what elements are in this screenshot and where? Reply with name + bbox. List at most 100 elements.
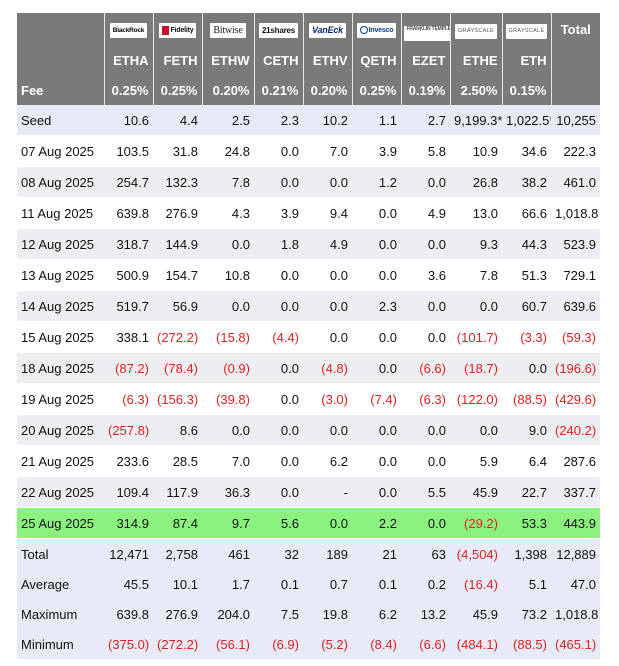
flow-cell: (6.3) <box>104 383 153 415</box>
total-cell: 523.9 <box>551 228 600 260</box>
flow-cell: 60.7 <box>502 290 551 322</box>
table-row: 15 Aug 2025 338.1 (272.2) (15.8) (4.4) 0.0 0.0… <box>17 321 600 353</box>
flow-cell: (78.4) <box>153 352 202 384</box>
flow-cell: 2.7 <box>401 105 450 136</box>
fee-cell: 0.20% <box>303 75 353 105</box>
flow-cell: 0.0 <box>352 476 401 508</box>
issuer-logo-vaneck: VanEck <box>303 13 353 45</box>
flow-cell: 0.0 <box>352 321 401 353</box>
flow-cell: (6.6) <box>401 629 450 659</box>
issuer-logo-grayscale-ethe: GRAYSCALE <box>450 13 503 45</box>
flow-cell: (8.4) <box>352 629 401 659</box>
flow-cell: 154.7 <box>153 259 202 291</box>
flow-cell: 5.5 <box>401 476 450 508</box>
ticker-cell: FETH <box>153 45 203 75</box>
flow-cell: 1.7 <box>202 569 254 599</box>
flow-cell: 32 <box>254 538 303 569</box>
flow-cell: 5.6 <box>254 507 303 539</box>
flow-cell: 3.9 <box>352 135 401 167</box>
flow-cell: (56.1) <box>202 629 254 659</box>
flow-cell: (18.7) <box>450 352 502 384</box>
franklin-templeton-logo: FRANKLIN TEMPLETON <box>403 25 449 41</box>
flow-cell: 314.9 <box>104 507 153 539</box>
fee-row: Fee 0.25% 0.25% 0.20% 0.21% 0.20% 0.25% … <box>17 75 600 105</box>
flow-cell: 22.7 <box>502 476 551 508</box>
flow-cell: 132.3 <box>153 166 202 198</box>
flow-cell: 338.1 <box>104 321 153 353</box>
flow-cell: 6.2 <box>303 445 352 477</box>
flow-cell: 19.8 <box>303 599 352 629</box>
total-cell: (429.6) <box>551 383 600 415</box>
fee-cell: 0.25% <box>153 75 203 105</box>
row-label: 20 Aug 2025 <box>17 414 104 446</box>
flow-cell: 9.4 <box>303 197 352 229</box>
flow-cell: 10.9 <box>450 135 502 167</box>
flow-cell: (101.7) <box>450 321 502 353</box>
flow-cell: 0.0 <box>254 445 303 477</box>
flow-cell: 0.0 <box>303 321 352 353</box>
flow-cell: (375.0) <box>104 629 153 659</box>
flow-cell: (4.4) <box>254 321 303 353</box>
summary-row: Minimum (375.0) (272.2) (56.1) (6.9) (5.2) (8.… <box>17 629 600 659</box>
logo-header-row: BlackRock Fidelity Bitwise 21shares VanE… <box>17 13 600 45</box>
flow-cell: 4.3 <box>202 197 254 229</box>
ticker-cell: ETHW <box>202 45 255 75</box>
flow-cell: 0.0 <box>401 445 450 477</box>
ticker-cell: EZET <box>401 45 451 75</box>
flow-cell: 0.0 <box>401 290 450 322</box>
flow-cell: 0.1 <box>254 569 303 599</box>
flow-cell: 5.1 <box>502 569 551 599</box>
flow-cell: 0.0 <box>502 352 551 384</box>
flow-cell: 0.0 <box>202 290 254 322</box>
issuer-logo-invesco: Invesco <box>352 13 402 45</box>
flow-cell: 1,022.5* <box>502 105 551 136</box>
row-label: 11 Aug 2025 <box>17 197 104 229</box>
flow-cell: 1.8 <box>254 228 303 260</box>
total-cell: 337.7 <box>551 476 600 508</box>
row-label: 18 Aug 2025 <box>17 352 104 384</box>
bitwise-logo: Bitwise <box>210 22 246 38</box>
flow-cell: (6.9) <box>254 629 303 659</box>
total-cell: 47.0 <box>551 569 600 599</box>
summary-row: Average 45.5 10.1 1.7 0.1 0.7 0.1 0.2 (16.4) 5.1 4… <box>17 569 600 599</box>
flow-cell: 7.8 <box>450 259 502 291</box>
flow-cell: 0.0 <box>254 135 303 167</box>
flow-cell: (6.3) <box>401 383 450 415</box>
total-header-label: Total <box>560 21 591 37</box>
21shares-logo: 21shares <box>258 22 299 38</box>
flow-cell: 0.0 <box>401 166 450 198</box>
fee-label: Fee <box>17 75 105 105</box>
flow-cell: 9.7 <box>202 507 254 539</box>
flow-cell: 31.8 <box>153 135 202 167</box>
flow-cell: 0.1 <box>352 569 401 599</box>
grayscale-logo: GRAYSCALE <box>455 23 497 39</box>
flow-cell: 2,758 <box>153 538 202 569</box>
flow-cell: 0.0 <box>401 321 450 353</box>
flow-cell: (4,504) <box>450 538 502 569</box>
flow-cell: (272.2) <box>153 321 202 353</box>
table-row: 25 Aug 2025 314.9 87.4 9.7 5.6 0.0 2.2 0.0 (29.2… <box>17 507 600 539</box>
flow-cell: 0.0 <box>254 290 303 322</box>
table-row: 13 Aug 2025 500.9 154.7 10.8 0.0 0.0 0.0 3.6 7.8… <box>17 259 600 291</box>
flow-cell: 10.8 <box>202 259 254 291</box>
flow-cell: 117.9 <box>153 476 202 508</box>
flow-cell: (88.5) <box>502 383 551 415</box>
flow-cell: 500.9 <box>104 259 153 291</box>
flow-cell: 12,471 <box>104 538 153 569</box>
table-row: 11 Aug 2025 639.8 276.9 4.3 3.9 9.4 0.0 4.9 13.0… <box>17 197 600 229</box>
flow-cell: (3.0) <box>303 383 352 415</box>
summary-row: Maximum 639.8 276.9 204.0 7.5 19.8 6.2 13.2 45.9… <box>17 599 600 629</box>
fee-cell: 0.25% <box>352 75 402 105</box>
ticker-cell: ETH <box>502 45 552 75</box>
flow-cell: 3.6 <box>401 259 450 291</box>
total-cell: 729.1 <box>551 259 600 291</box>
flow-cell: (0.9) <box>202 352 254 384</box>
flow-cell: 318.7 <box>104 228 153 260</box>
flow-cell: 0.0 <box>254 414 303 446</box>
flow-cell: 0.0 <box>202 414 254 446</box>
flow-cell: (29.2) <box>450 507 502 539</box>
flow-cell: 0.0 <box>254 352 303 384</box>
flow-cell: 461 <box>202 538 254 569</box>
flow-cell: 103.5 <box>104 135 153 167</box>
total-cell: 461.0 <box>551 166 600 198</box>
